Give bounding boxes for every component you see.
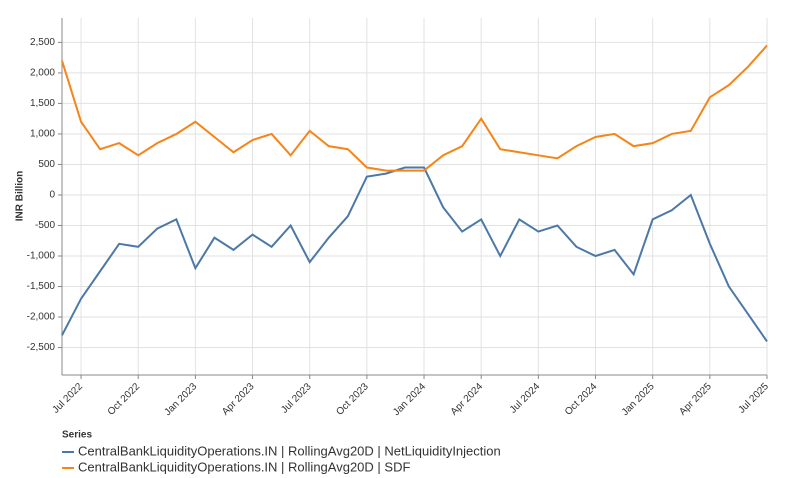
series-line [61, 44, 768, 172]
x-tick-label: Jul 2024 [508, 381, 543, 416]
x-tick-label: Apr 2024 [449, 381, 486, 418]
x-tick-label: Oct 2023 [334, 381, 371, 418]
y-tick-label: -2,500 [27, 342, 56, 353]
y-tick-label: 500 [38, 159, 55, 170]
x-tick-label: Jul 2023 [279, 381, 314, 416]
y-tick-label: 2,500 [30, 37, 55, 48]
legend-title: Series [62, 430, 92, 441]
x-tick-label: Jul 2025 [736, 381, 771, 416]
y-tick-label: -2,000 [27, 312, 56, 323]
legend-label: CentralBankLiquidityOperations.IN | Roll… [78, 459, 410, 474]
legend-label: CentralBankLiquidityOperations.IN | Roll… [78, 443, 501, 458]
y-tick-label: -500 [35, 220, 55, 231]
y-axis-label: INR Billion [15, 171, 26, 222]
y-tick-label: 1,000 [30, 129, 55, 140]
series-line [61, 166, 768, 343]
y-tick-label: 1,500 [30, 98, 55, 109]
x-tick-label: Jul 2022 [51, 381, 86, 416]
x-tick-label: Jan 2024 [391, 381, 428, 418]
x-tick-label: Oct 2022 [106, 381, 143, 418]
y-tick-label: -1,500 [27, 281, 56, 292]
x-tick-label: Oct 2024 [563, 381, 600, 418]
y-tick-label: 0 [49, 190, 55, 201]
y-tick-label: 2,000 [30, 68, 55, 79]
y-tick-label: -1,000 [27, 251, 56, 262]
x-tick-label: Jan 2025 [620, 381, 657, 418]
x-tick-label: Apr 2023 [220, 381, 257, 418]
x-tick-label: Jan 2023 [162, 381, 199, 418]
x-tick-label: Apr 2025 [677, 381, 714, 418]
